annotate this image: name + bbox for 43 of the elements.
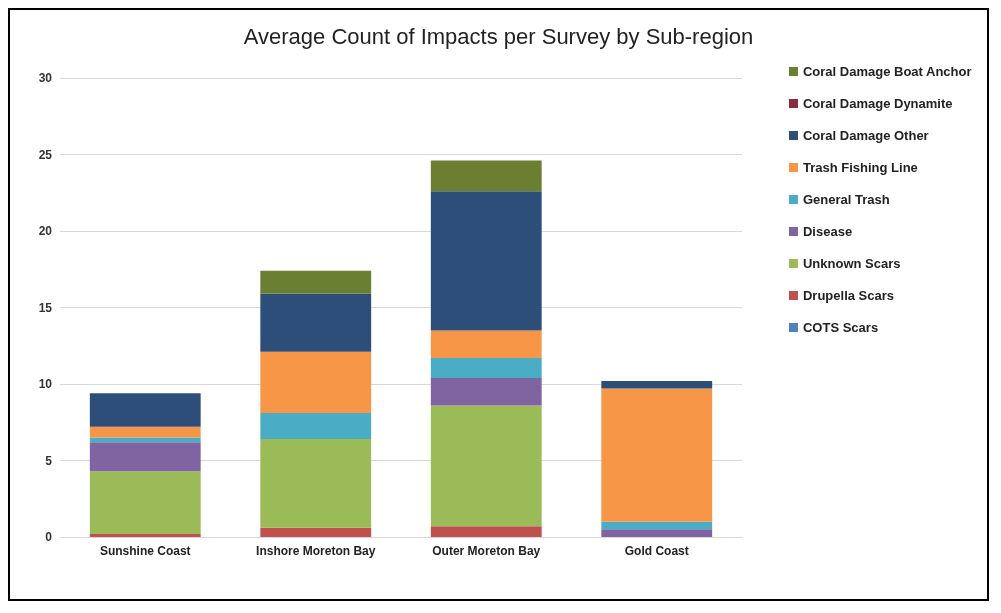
bar	[430, 357, 542, 378]
y-tick-label: 10	[38, 377, 53, 391]
legend-label: Disease	[802, 224, 853, 239]
x-tick-label: Sunshine Coast	[99, 544, 191, 558]
bar	[260, 527, 372, 537]
y-tick-label: 25	[38, 147, 53, 162]
x-tick-label: Gold Coast	[624, 544, 689, 558]
y-tick-label: 5	[45, 453, 53, 468]
bar	[430, 191, 542, 331]
bar	[89, 393, 201, 427]
bar	[430, 526, 542, 537]
bar	[89, 471, 201, 534]
legend-label: Coral Damage Boat Anchor	[802, 64, 972, 79]
bar	[260, 413, 372, 440]
legend-label: Drupella Scars	[802, 288, 895, 303]
bar	[601, 521, 713, 530]
legend-label: General Trash	[802, 192, 890, 207]
bar	[89, 533, 201, 537]
bar	[89, 426, 201, 438]
x-tick-label: Outer Moreton Bay	[432, 544, 541, 558]
bar	[430, 160, 542, 192]
y-tick-label: 30	[38, 71, 53, 85]
bar	[601, 388, 713, 522]
legend-label: COTS Scars	[802, 320, 879, 335]
bar	[260, 293, 372, 352]
y-tick-label: 20	[38, 224, 53, 238]
legend-label: Coral Damage Dynamite	[802, 96, 953, 111]
bar	[601, 529, 713, 537]
bar	[260, 351, 372, 414]
chart-title: Average Count of Impacts per Survey by Sub-region	[243, 23, 754, 49]
x-tick-label: Inshore Moreton Bay	[256, 544, 376, 558]
bar	[601, 380, 713, 389]
bar	[430, 377, 542, 406]
bar	[430, 330, 542, 358]
legend-label: Coral Damage Other	[802, 128, 929, 143]
y-tick-label: 15	[38, 300, 53, 315]
y-tick-label: 0	[45, 530, 53, 544]
legend-label: Unknown Scars	[802, 256, 901, 271]
legend-label: Trash Fishing Line	[802, 160, 918, 175]
bar	[89, 442, 201, 472]
bar	[260, 270, 372, 294]
bar	[260, 439, 372, 528]
bar	[430, 405, 542, 527]
